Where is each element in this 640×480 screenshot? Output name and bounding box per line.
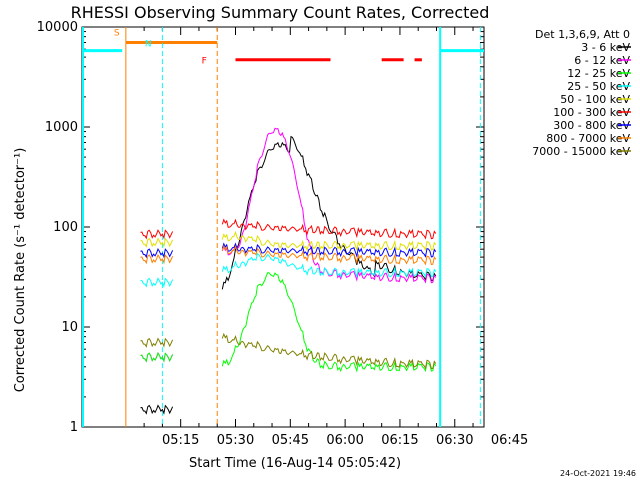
x-axis-label: Start Time (16-Aug-14 05:05:42) xyxy=(189,456,401,471)
series-line xyxy=(221,127,437,284)
series-line xyxy=(140,237,174,248)
y-tick-label: 1 xyxy=(70,420,78,435)
x-tick-label: 06:15 xyxy=(381,433,418,448)
legend-label: 300 - 800 keV xyxy=(553,119,630,132)
series-line xyxy=(140,404,174,415)
x-tick-label: 06:00 xyxy=(326,433,363,448)
series-line xyxy=(140,253,174,265)
legend-label: 800 - 7000 keV xyxy=(546,132,630,145)
series-line xyxy=(221,242,437,258)
legend-label: 3 - 6 keV xyxy=(581,41,630,54)
series-line xyxy=(221,230,437,252)
legend-label: 100 - 300 keV xyxy=(553,106,630,119)
y-axis-label-group: Corrected Count Rate (s⁻¹ detector⁻¹) xyxy=(13,148,28,393)
legend-label: 25 - 50 keV xyxy=(567,80,630,93)
legend-label: 12 - 25 keV xyxy=(567,67,630,80)
series-line xyxy=(221,244,437,266)
x-tick-label: 06:30 xyxy=(436,433,473,448)
series-line xyxy=(140,247,174,259)
x-tick-label: 05:45 xyxy=(272,433,309,448)
series-line xyxy=(221,272,437,373)
x-tick-label: 06:45 xyxy=(491,433,528,448)
series-line xyxy=(140,229,174,240)
y-tick-label: 1000 xyxy=(45,120,78,135)
series-line xyxy=(221,252,437,279)
y-tick-label: 10 xyxy=(61,320,78,335)
flag-label: N xyxy=(145,39,152,49)
plot-area: 1 10 100 1000 10000 05:15 05:30 05:45 06:00 06:15… xyxy=(37,20,529,448)
legend-label: 6 - 12 keV xyxy=(574,54,630,67)
series-line xyxy=(140,337,174,348)
flag-label: S xyxy=(114,29,120,39)
y-tick-label: 100 xyxy=(53,220,78,235)
legend-header: Det 1,3,6,9, Att 0 xyxy=(535,28,630,41)
flag-label: F xyxy=(202,57,207,67)
x-tick-label: 05:30 xyxy=(217,433,254,448)
chart-title: RHESSI Observing Summary Count Rates, Co… xyxy=(71,3,490,22)
series-line xyxy=(221,135,437,290)
footer-date: 24-Oct-2021 19:46 xyxy=(560,469,636,478)
series-line xyxy=(221,332,437,370)
legend-label: 50 - 100 keV xyxy=(560,93,630,106)
legend-label: 7000 - 15000 keV xyxy=(532,145,630,158)
series-line xyxy=(140,352,174,363)
y-tick-label: 10000 xyxy=(37,20,78,35)
series-line xyxy=(221,218,437,240)
x-tick-label: 05:15 xyxy=(162,433,199,448)
series-line xyxy=(140,277,174,288)
y-axis-label: Corrected Count Rate (s⁻¹ detector⁻¹) xyxy=(13,148,28,393)
